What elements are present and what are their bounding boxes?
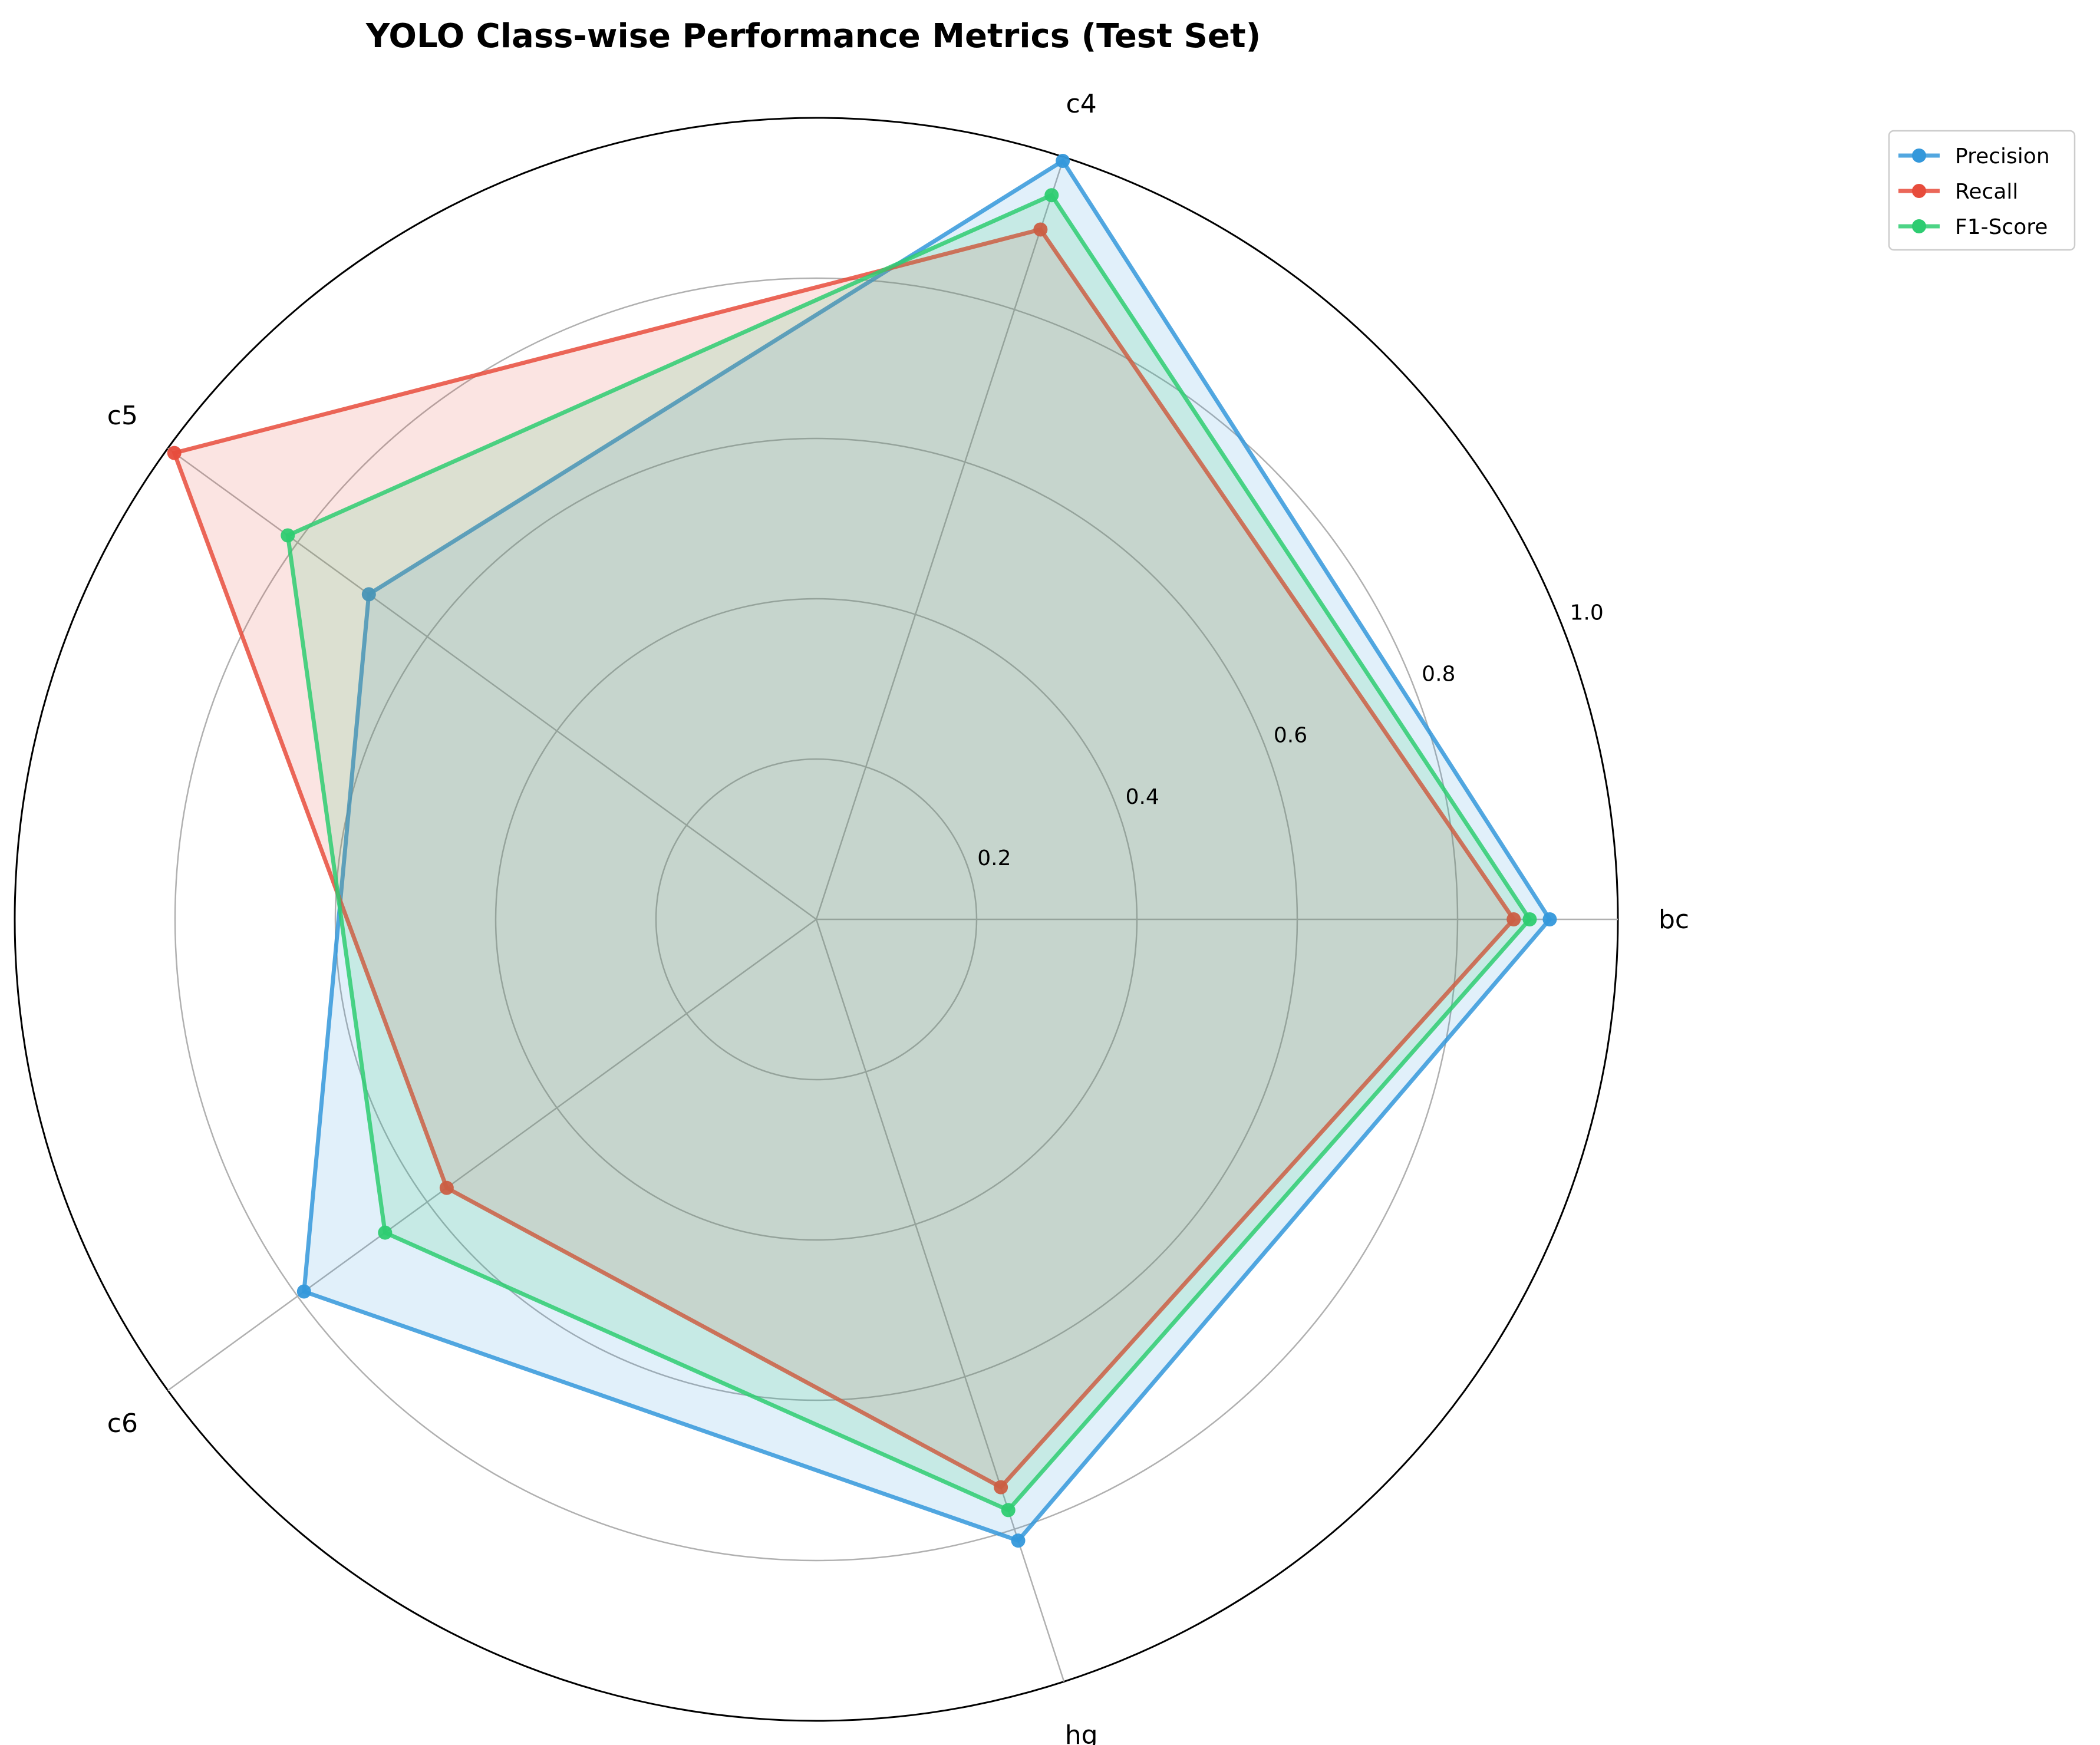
radial-tick-label: 0.8 bbox=[1422, 662, 1455, 687]
series-line-2 bbox=[285, 192, 1532, 1513]
data-point-precision-c6 bbox=[296, 1284, 311, 1299]
category-label-c5: c5 bbox=[107, 401, 138, 431]
data-point-recall-bc bbox=[1506, 912, 1521, 926]
data-point-recall-c6 bbox=[439, 1180, 454, 1195]
legend-label-f1-score: F1-Score bbox=[1955, 215, 2048, 239]
radial-tick-label: 0.2 bbox=[977, 846, 1011, 870]
data-point-recall-c4 bbox=[1033, 222, 1048, 237]
data-point-precision-c5 bbox=[361, 587, 376, 602]
legend: Precision Recall F1-Score bbox=[1888, 130, 2076, 251]
data-point-precision-hg bbox=[1011, 1533, 1026, 1548]
grid-spoke bbox=[167, 447, 817, 921]
chart-title: YOLO Class-wise Performance Metrics (Tes… bbox=[365, 17, 1261, 55]
category-label-c4: c4 bbox=[1066, 89, 1097, 119]
data-point-precision-c4 bbox=[1056, 154, 1070, 169]
data-point-f1-score-c5 bbox=[281, 528, 295, 543]
category-label-bc: bc bbox=[1659, 905, 1689, 935]
data-point-f1-score-c4 bbox=[1044, 188, 1059, 203]
series-fill-2 bbox=[288, 195, 1530, 1510]
radar-grid bbox=[14, 117, 1619, 1722]
category-label-c6: c6 bbox=[107, 1408, 138, 1439]
series-fill-0 bbox=[304, 161, 1550, 1541]
data-point-precision-bc bbox=[1542, 912, 1557, 926]
series-fill-1 bbox=[174, 229, 1514, 1487]
series-line-1 bbox=[172, 227, 1517, 1490]
legend-marker-2 bbox=[1912, 219, 1926, 233]
data-point-recall-hg bbox=[994, 1480, 1008, 1495]
radial-tick-label: 0.4 bbox=[1126, 785, 1159, 809]
category-label-hg: hg bbox=[1065, 1720, 1098, 1745]
legend-frame bbox=[1888, 130, 2076, 251]
legend-label-precision: Precision bbox=[1955, 144, 2050, 169]
grid-spoke bbox=[815, 919, 1065, 1682]
data-point-f1-score-hg bbox=[1001, 1503, 1016, 1518]
grid-spoke bbox=[167, 918, 817, 1391]
series-layer bbox=[167, 154, 1557, 1548]
data-point-f1-score-c6 bbox=[378, 1225, 393, 1240]
radial-tick-label: 0.6 bbox=[1274, 724, 1307, 748]
label-layer: bc c4 c5 c6 hg 0.2 0.4 0.6 0.8 1.0 bbox=[107, 89, 1689, 1745]
legend-marker-1 bbox=[1912, 184, 1926, 198]
series-line-0 bbox=[302, 158, 1552, 1543]
legend-label-recall: Recall bbox=[1955, 180, 2018, 204]
grid-spoke bbox=[815, 157, 1065, 920]
legend-marker-0 bbox=[1912, 149, 1926, 163]
data-point-f1-score-bc bbox=[1522, 912, 1537, 926]
radial-tick-label: 1.0 bbox=[1570, 601, 1603, 625]
data-point-recall-c5 bbox=[167, 446, 182, 460]
